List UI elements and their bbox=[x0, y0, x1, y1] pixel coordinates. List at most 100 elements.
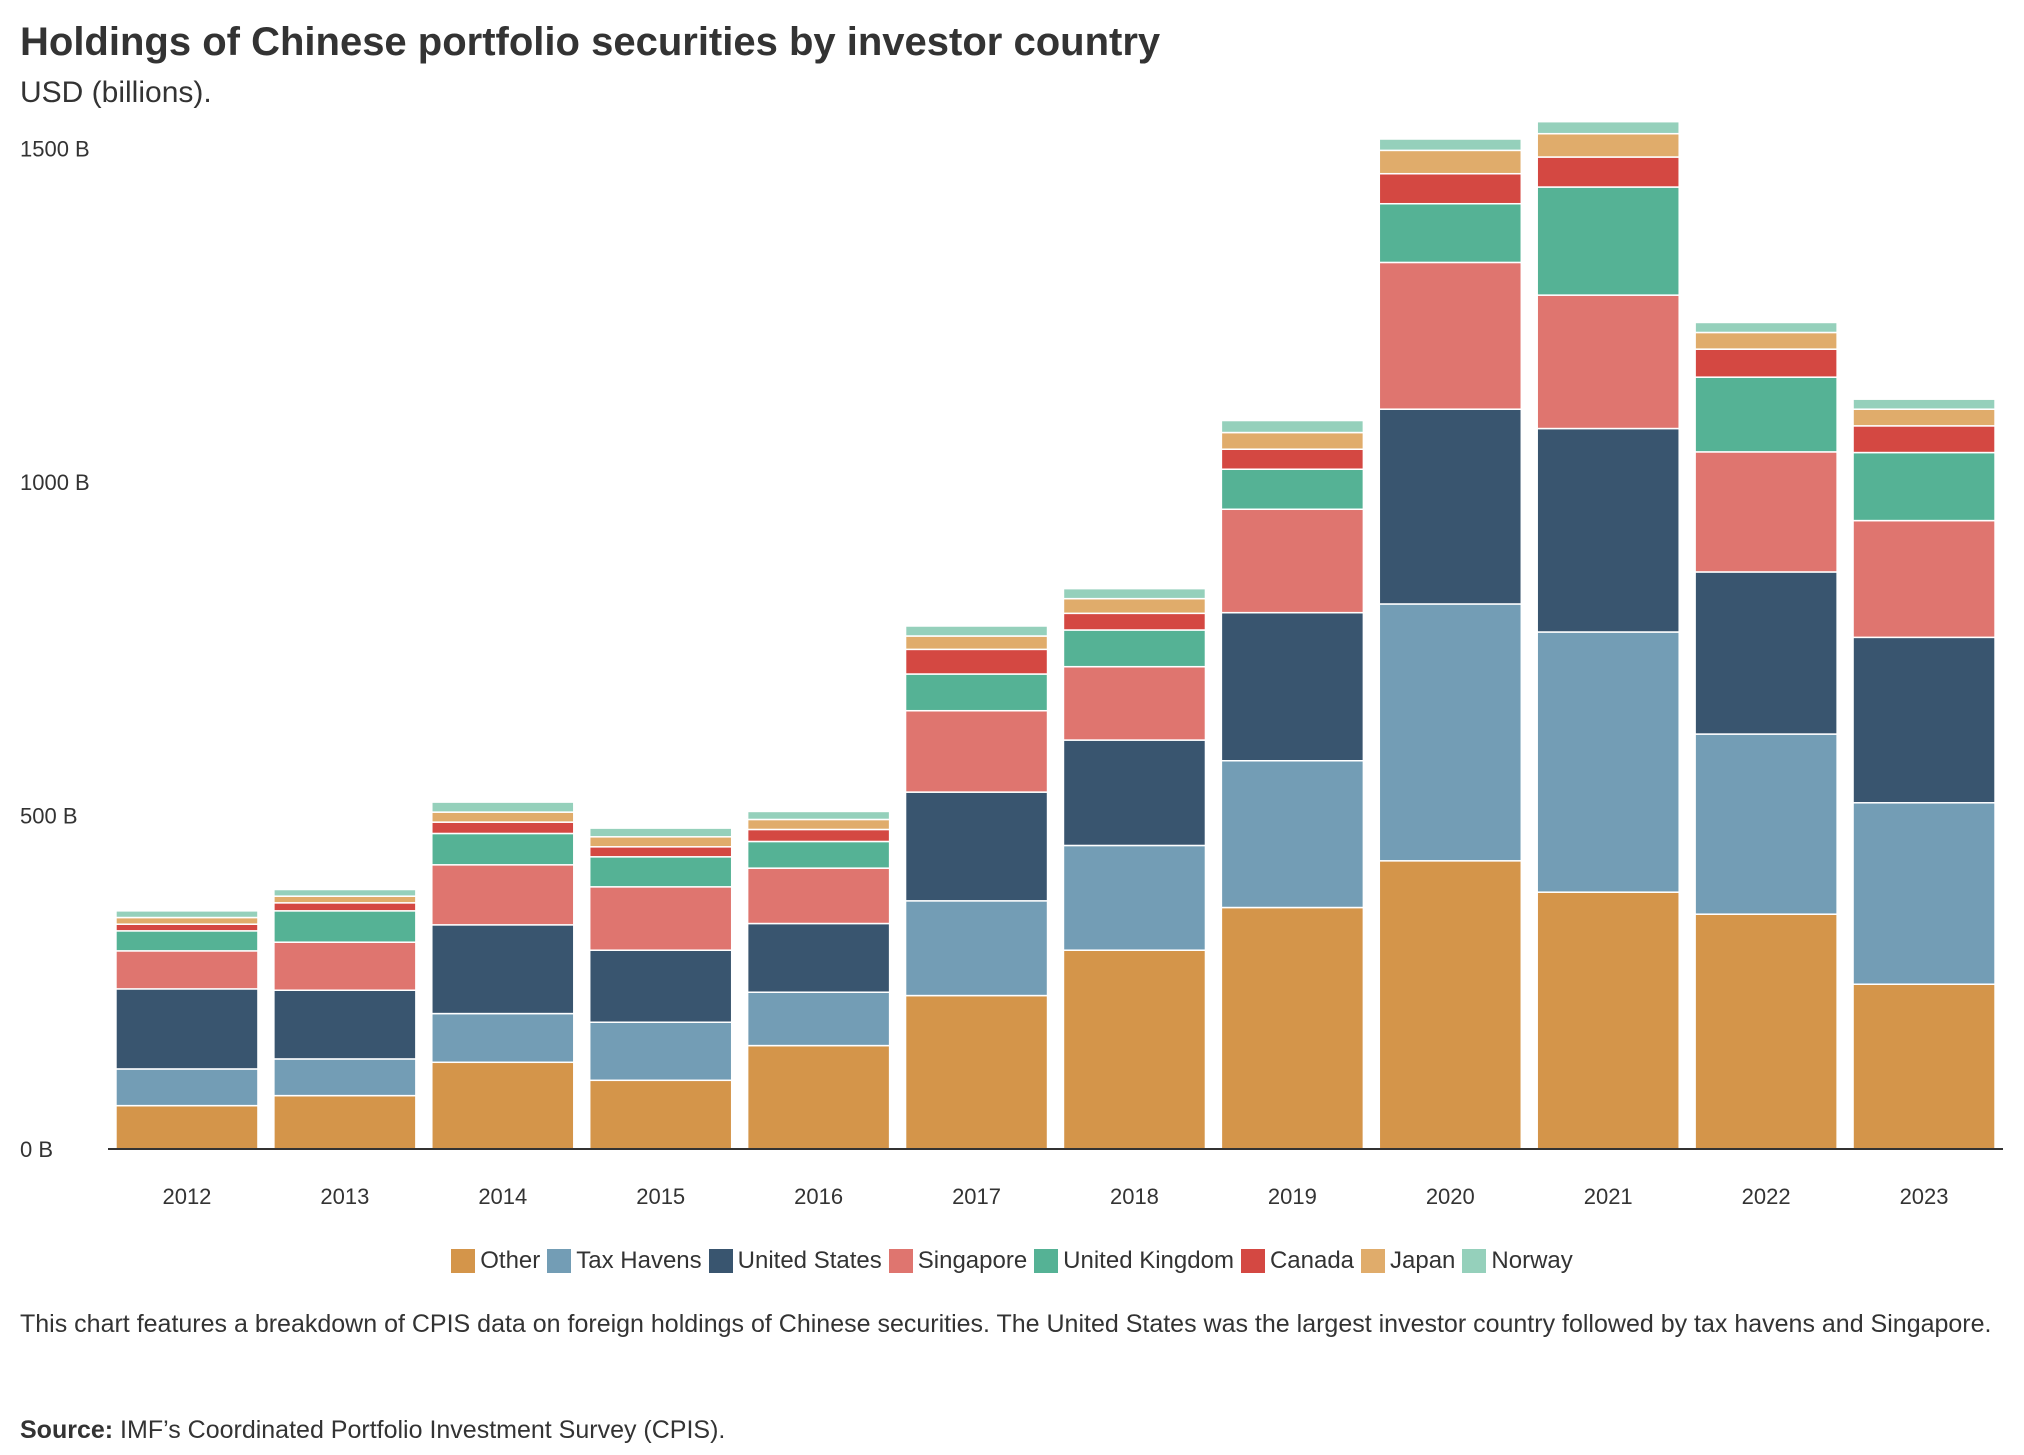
bar-stack-2021 bbox=[1536, 120, 1680, 1150]
bar-segment-other bbox=[1378, 860, 1523, 1150]
bar-stack-2018 bbox=[1062, 587, 1207, 1150]
bar-segment-norway bbox=[431, 801, 575, 813]
bar-segment-other bbox=[904, 994, 1049, 1150]
legend-label: United Kingdom bbox=[1063, 1247, 1234, 1274]
legend-swatch bbox=[1462, 1249, 1487, 1273]
bar-segment-tax-havens bbox=[904, 900, 1049, 997]
bar-segment-canada bbox=[746, 828, 891, 843]
bar-segment-canada bbox=[1852, 425, 1996, 454]
bar-segment-japan bbox=[273, 895, 417, 904]
bar-segment-singapore bbox=[588, 886, 733, 951]
legend-swatch bbox=[1034, 1249, 1059, 1273]
bar-segment-canada bbox=[1062, 612, 1207, 631]
y-tick-label: 0 B bbox=[20, 1137, 53, 1162]
bar-segment-other bbox=[431, 1061, 575, 1150]
bar-segment-united-kingdom bbox=[1694, 376, 1838, 453]
bar-segment-singapore bbox=[431, 864, 575, 926]
legend-label: Singapore bbox=[917, 1247, 1028, 1274]
source-label: Source: bbox=[20, 1416, 114, 1444]
bar-segment-norway bbox=[1220, 419, 1365, 434]
legend-item: Other bbox=[451, 1247, 540, 1275]
bar-segment-singapore bbox=[1694, 451, 1838, 573]
bar-segment-japan bbox=[588, 836, 733, 848]
bar-segment-tax-havens bbox=[273, 1058, 417, 1097]
bar-segment-united-kingdom bbox=[1852, 451, 1996, 522]
bar-segment-singapore bbox=[1062, 665, 1207, 741]
legend-item: Canada bbox=[1240, 1247, 1355, 1275]
legend-swatch bbox=[451, 1249, 476, 1273]
chart-subtitle: USD (billions). bbox=[20, 76, 212, 109]
x-tick-label: 2021 bbox=[1584, 1184, 1633, 1209]
bar-segment-tax-havens bbox=[588, 1021, 733, 1082]
bar-stack-2022 bbox=[1694, 321, 1838, 1150]
bar-segment-united-states bbox=[904, 791, 1049, 902]
x-tick-label: 2013 bbox=[320, 1184, 369, 1209]
x-axis: 2012 2013 2014 2015 2016 2017 2018 2019 2020 2021… bbox=[108, 1148, 2003, 1209]
bar-segment-norway bbox=[904, 625, 1049, 637]
bar-segment-united-states bbox=[1694, 571, 1838, 735]
chart-description: This chart features a breakdown of CPIS … bbox=[20, 1310, 1992, 1338]
bar-segment-united-states bbox=[1536, 427, 1680, 633]
bar-segment-other bbox=[1062, 949, 1207, 1150]
bar-segment-tax-havens bbox=[1536, 631, 1680, 893]
bar-segment-canada bbox=[588, 846, 733, 858]
source-text: IMF’s Coordinated Portfolio Investment S… bbox=[120, 1416, 726, 1444]
bar-segment-norway bbox=[588, 827, 733, 838]
bar-segment-other bbox=[1694, 913, 1838, 1150]
bar-segment-other bbox=[1220, 906, 1365, 1150]
legend-item: United States bbox=[708, 1247, 882, 1275]
bar-segment-japan bbox=[115, 916, 259, 925]
bar-segment-united-kingdom bbox=[115, 930, 259, 952]
bar-segment-norway bbox=[1062, 587, 1207, 600]
x-tick-label: 2015 bbox=[636, 1184, 685, 1209]
bar-stack-2014 bbox=[431, 801, 575, 1150]
bar-segment-japan bbox=[746, 818, 891, 831]
bar-segment-japan bbox=[1536, 132, 1680, 158]
bar-segment-japan bbox=[904, 635, 1049, 651]
legend-item: United Kingdom bbox=[1034, 1247, 1234, 1275]
bar-segment-norway bbox=[115, 910, 259, 919]
bar-segment-united-kingdom bbox=[904, 673, 1049, 712]
bar-segment-canada bbox=[431, 821, 575, 835]
bar-segment-united-kingdom bbox=[588, 856, 733, 888]
bar-segment-united-states bbox=[1062, 739, 1207, 847]
bar-segment-singapore bbox=[1220, 508, 1365, 614]
legend-swatch bbox=[1361, 1249, 1386, 1273]
x-tick-label: 2020 bbox=[1426, 1184, 1475, 1209]
bar-segment-other bbox=[273, 1094, 417, 1150]
bar-segment-other bbox=[746, 1044, 891, 1150]
bar-segment-united-states bbox=[1378, 408, 1523, 605]
legend: Other Tax Havens United States Singapore Uni… bbox=[0, 1247, 2024, 1275]
bar-segment-other bbox=[115, 1104, 259, 1150]
bar-segment-norway bbox=[1378, 138, 1523, 152]
bar-segment-japan bbox=[1852, 408, 1996, 427]
bar-segment-tax-havens bbox=[1852, 802, 1996, 985]
bar-segment-tax-havens bbox=[1062, 844, 1207, 951]
legend-item: Japan bbox=[1361, 1247, 1455, 1275]
bar-segment-united-kingdom bbox=[1378, 202, 1523, 264]
bar-segment-norway bbox=[746, 810, 891, 821]
bar-segment-canada bbox=[1536, 156, 1680, 188]
bar-segment-singapore bbox=[1852, 519, 1996, 639]
legend-swatch bbox=[708, 1249, 733, 1273]
legend-label: Canada bbox=[1269, 1247, 1355, 1274]
bar-segment-united-states bbox=[1220, 611, 1365, 762]
x-tick-label: 2018 bbox=[1110, 1184, 1159, 1209]
bar-segment-singapore bbox=[1536, 294, 1680, 430]
x-tick-label: 2012 bbox=[162, 1184, 211, 1209]
x-tick-label: 2016 bbox=[794, 1184, 843, 1209]
bar-segment-united-kingdom bbox=[746, 840, 891, 869]
legend-label: Tax Havens bbox=[576, 1247, 702, 1274]
legend-swatch bbox=[547, 1249, 572, 1273]
bar-segment-tax-havens bbox=[1220, 759, 1365, 909]
bar-segment-canada bbox=[273, 902, 417, 912]
bar-segment-norway bbox=[1852, 398, 1996, 410]
bar-area bbox=[115, 120, 1996, 1150]
source-note: Source: IMF’s Coordinated Portfolio Inve… bbox=[20, 1416, 725, 1445]
bar-segment-other bbox=[1852, 983, 1996, 1150]
bar-segment-tax-havens bbox=[1378, 603, 1523, 862]
bar-segment-united-kingdom bbox=[431, 832, 575, 866]
legend-swatch bbox=[1240, 1249, 1265, 1273]
bar-segment-canada bbox=[115, 923, 259, 932]
